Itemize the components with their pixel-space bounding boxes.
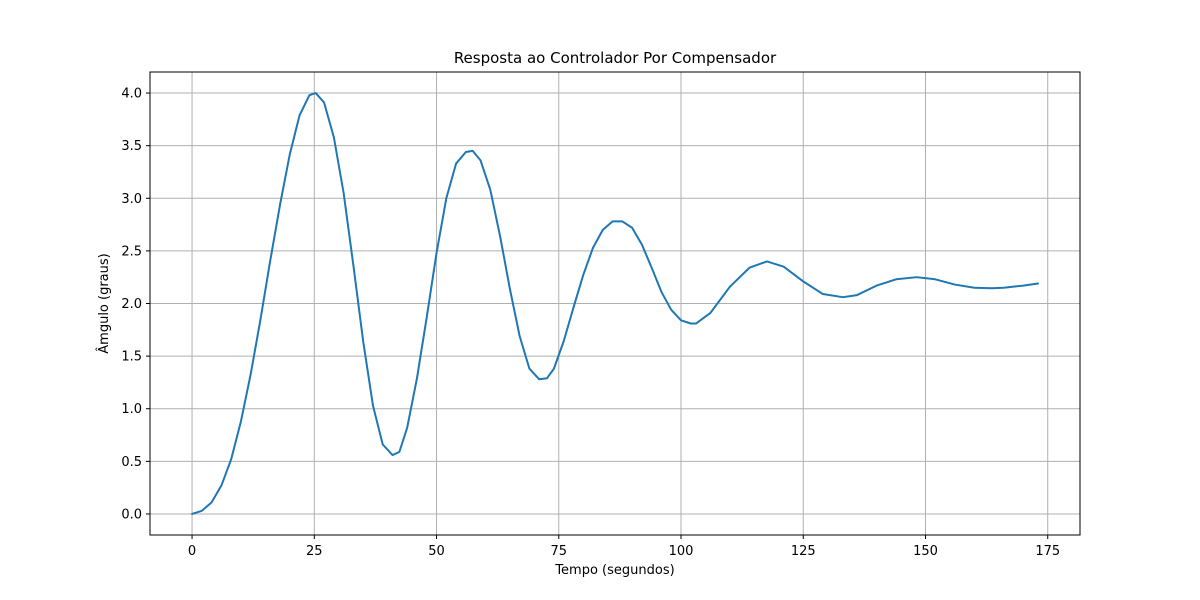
y-tick-label: 1.0 bbox=[121, 402, 142, 417]
chart-title: Resposta ao Controlador Por Compensador bbox=[454, 49, 777, 67]
x-tick-label: 75 bbox=[550, 544, 567, 559]
y-tick-label: 4.0 bbox=[121, 87, 142, 102]
x-tick-label: 150 bbox=[913, 544, 938, 559]
x-tick-label: 0 bbox=[188, 544, 196, 559]
y-tick-label: 3.0 bbox=[121, 192, 142, 207]
y-tick-label: 0.5 bbox=[121, 455, 142, 470]
tick-marks: 0 25 50 75 100 125 150 175 0.0 0.5 1.0 1.5 2.0 2.5 3.0… bbox=[121, 87, 1060, 559]
y-tick-label: 2.5 bbox=[121, 244, 142, 259]
x-axis-label: Tempo (segundos) bbox=[554, 563, 674, 578]
series-line-0 bbox=[191, 92, 1039, 515]
y-tick-label: 2.0 bbox=[121, 297, 142, 312]
y-tick-label: 1.5 bbox=[121, 350, 142, 365]
x-tick-label: 175 bbox=[1035, 544, 1060, 559]
y-tick-label: 3.5 bbox=[121, 139, 142, 154]
x-tick-label: 50 bbox=[428, 544, 445, 559]
y-tick-label: 0.0 bbox=[121, 507, 142, 522]
grid-lines bbox=[150, 72, 1080, 535]
x-tick-label: 125 bbox=[791, 544, 816, 559]
x-tick-label: 25 bbox=[306, 544, 323, 559]
x-tick-label: 100 bbox=[669, 544, 694, 559]
y-axis-label: Âmgulo (graus) bbox=[96, 253, 112, 353]
series-layer bbox=[191, 92, 1039, 515]
